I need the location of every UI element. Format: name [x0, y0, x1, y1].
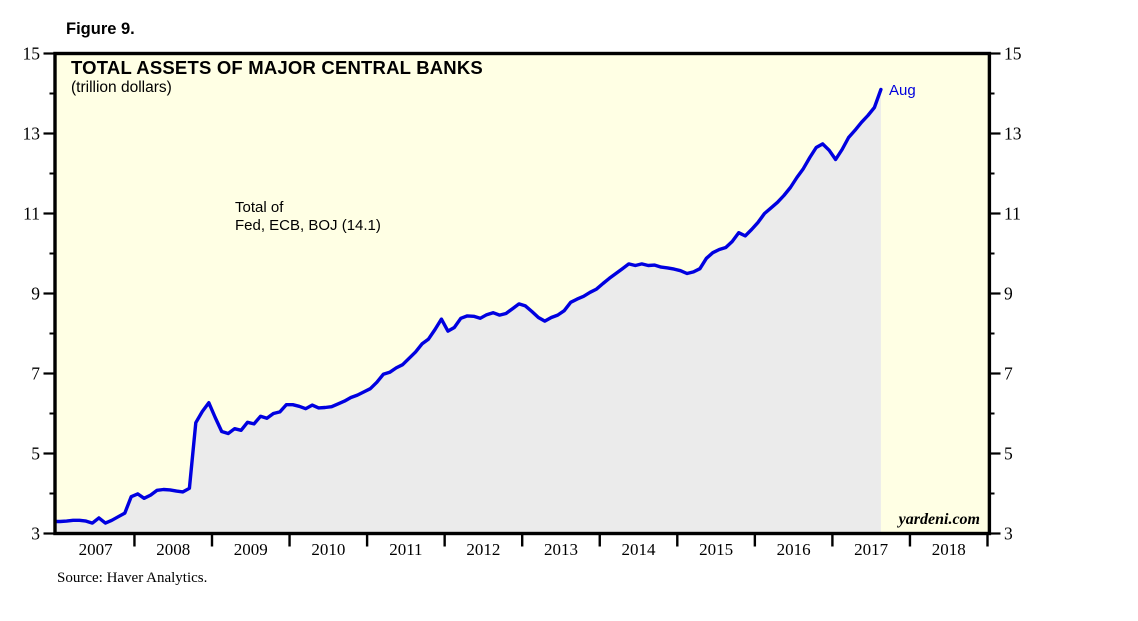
x-year-label: 2010 [311, 540, 345, 559]
series-annotation: Total of Fed, ECB, BOJ (14.1) [235, 199, 381, 234]
x-year-label: 2016 [777, 540, 811, 559]
source-note: Source: Haver Analytics. [57, 570, 208, 586]
end-point-label: Aug [889, 82, 916, 99]
series-annotation-line2: Fed, ECB, BOJ (14.1) [235, 216, 381, 234]
figure-label: Figure 9. [66, 20, 135, 38]
y-tick-label-left: 5 [31, 444, 40, 464]
watermark-yardeni: yardeni.com [898, 511, 980, 528]
y-tick-label-left: 11 [23, 204, 40, 224]
y-tick-label-left: 15 [23, 44, 41, 64]
area-fill [55, 89, 881, 534]
x-year-label: 2008 [156, 540, 190, 559]
y-tick-label-right: 7 [1004, 364, 1013, 384]
x-year-label: 2014 [622, 540, 657, 559]
chart-title: TOTAL ASSETS OF MAJOR CENTRAL BANKS [71, 57, 483, 78]
y-tick-label-left: 3 [31, 524, 40, 544]
data-line [53, 87, 883, 525]
x-year-label: 2011 [389, 540, 422, 559]
series-annotation-line1: Total of [235, 199, 284, 216]
y-tick-label-right: 5 [1004, 444, 1013, 464]
x-year-label: 2017 [854, 540, 889, 559]
x-year-label: 2012 [466, 540, 500, 559]
chart-subtitle: (trillion dollars) [71, 79, 172, 96]
x-year-label: 2018 [932, 540, 966, 559]
y-tick-label-right: 9 [1004, 284, 1013, 304]
y-tick-label-right: 3 [1004, 524, 1013, 544]
x-year-label: 2009 [234, 540, 268, 559]
x-year-label: 2015 [699, 540, 733, 559]
x-year-label: 2013 [544, 540, 578, 559]
y-tick-label-right: 15 [1004, 44, 1022, 64]
y-tick-label-left: 13 [23, 124, 41, 144]
y-tick-label-left: 7 [31, 364, 40, 384]
y-tick-label-right: 13 [1004, 124, 1022, 144]
y-tick-label-left: 9 [31, 284, 40, 304]
y-tick-label-right: 11 [1004, 204, 1021, 224]
x-year-label: 2007 [79, 540, 114, 559]
